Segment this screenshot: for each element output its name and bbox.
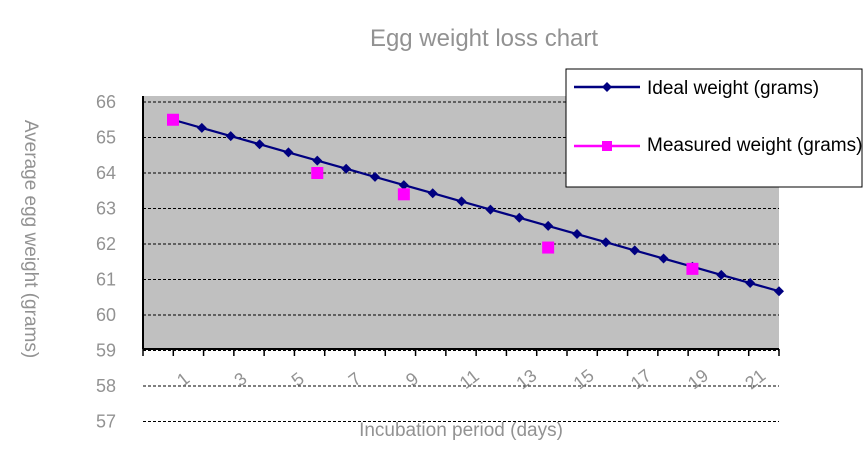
ideal-weight-point — [514, 212, 525, 223]
ideal-weight-point — [370, 171, 380, 182]
y-tick-labels: 66 65 64 63 62 61 60 59 58 57 — [96, 92, 116, 432]
ideal-weight-point — [456, 196, 467, 207]
measured-weight-point — [397, 188, 410, 201]
ideal-weight-point — [572, 229, 582, 240]
series-measured — [167, 113, 699, 275]
y-tick-label: 61 — [96, 270, 116, 290]
legend-ideal-marker — [602, 82, 612, 92]
legend-ideal-label: Ideal weight (grams) — [647, 78, 819, 99]
ideal-weight-point — [600, 237, 611, 248]
ideal-weight-point — [629, 245, 640, 256]
legend-measured-label: Measured weight (grams) — [647, 135, 862, 156]
ideal-weight-point — [312, 155, 323, 166]
x-tick-label: 15 — [570, 365, 598, 393]
legend-measured-marker — [602, 141, 612, 151]
y-tick-label: 57 — [96, 412, 116, 432]
ideal-weight-line — [172, 118, 780, 293]
y-tick-label: 60 — [96, 305, 116, 325]
y-tick-label: 65 — [96, 128, 116, 148]
x-tick-label: 19 — [684, 365, 712, 393]
measured-weight-point — [686, 262, 699, 275]
y-tick-label: 59 — [96, 341, 116, 361]
series-ideal — [168, 114, 784, 297]
y-tick-label: 58 — [96, 376, 116, 396]
ideal-weight-point — [658, 253, 669, 264]
measured-weight-point — [542, 241, 555, 254]
x-tick-label: 5 — [288, 368, 308, 390]
ideal-weight-point — [196, 122, 207, 133]
ideal-weight-point — [254, 139, 265, 150]
x-tick-label: 7 — [345, 368, 365, 390]
y-tick-label: 64 — [96, 163, 116, 183]
legend: Ideal weight (grams) Measured weight (gr… — [565, 68, 863, 188]
x-tick-label: 1 — [173, 368, 193, 390]
ideal-weight-point — [745, 278, 756, 289]
x-tick-label: 11 — [456, 366, 483, 393]
x-tick-label: 3 — [230, 368, 250, 390]
measured-weight-point — [167, 113, 179, 126]
y-axis-label: Average egg weight (grams) — [20, 120, 41, 358]
ideal-weight-point — [716, 269, 727, 280]
legend-box — [565, 68, 863, 188]
ideal-weight-point — [341, 163, 352, 174]
ideal-weight-point — [283, 147, 294, 158]
x-axis-label: Incubation period (days) — [359, 420, 563, 441]
measured-weight-point — [311, 167, 324, 179]
ideal-weight-point — [225, 131, 236, 142]
y-tick-label: 66 — [96, 92, 116, 112]
x-tick-label: 21 — [741, 365, 769, 393]
x-tick-labels: 1 3 5 7 9 11 13 15 17 19 21 — [173, 365, 769, 393]
ideal-weight-point — [774, 286, 784, 297]
ideal-weight-point — [543, 220, 554, 231]
y-tick-label: 62 — [96, 234, 116, 254]
y-tick-label: 63 — [96, 199, 116, 219]
x-tick-label: 17 — [627, 365, 655, 393]
x-tick-label: 9 — [402, 368, 422, 390]
ideal-weight-point — [398, 180, 409, 191]
ideal-weight-point — [485, 204, 496, 215]
ideal-weight-point — [427, 188, 438, 199]
x-ticks — [142, 349, 780, 356]
x-tick-label: 13 — [512, 365, 540, 393]
chart-title: Egg weight loss chart — [370, 25, 598, 52]
